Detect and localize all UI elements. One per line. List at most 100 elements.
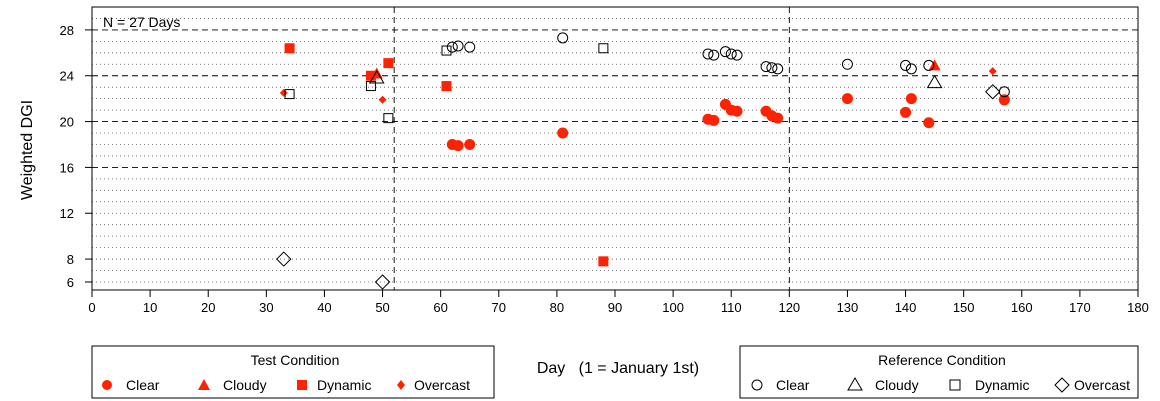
x-tick-label: 140 <box>895 300 917 315</box>
x-tick-label: 50 <box>375 300 389 315</box>
reference-cloudy-point <box>368 70 385 84</box>
reference-dynamic-point <box>365 81 376 92</box>
test-clear-point <box>905 93 917 105</box>
legend-test-overcast-label: Overcast <box>414 377 470 393</box>
y-axis: 6 8 12 16 20 24 28 <box>60 23 92 290</box>
test-overcast-point <box>988 67 997 76</box>
reference-clear-point <box>725 48 737 60</box>
legend-ref-clear-label: Clear <box>776 377 810 393</box>
test-overcast-point <box>279 88 288 97</box>
x-tick-label: 40 <box>317 300 331 315</box>
legend-test-dynamic-marker <box>297 380 307 390</box>
legend-test-cloudy-label: Cloudy <box>223 377 267 393</box>
reference-dynamic-point <box>441 45 452 56</box>
reference-clear-point <box>719 46 731 58</box>
reference-dynamic-point <box>383 113 394 124</box>
reference-clear-point <box>731 49 743 61</box>
x-tick-label: 80 <box>550 300 564 315</box>
legend-ref-dynamic-marker <box>949 379 961 391</box>
legend-test-overcast-marker <box>397 380 405 390</box>
legend-ref-title: Reference Condition <box>878 352 1006 368</box>
y-tick-label: 6 <box>67 275 74 290</box>
x-tick-label: 110 <box>721 300 742 315</box>
reference-dynamic-point <box>284 89 295 100</box>
test-clear-point <box>464 138 476 150</box>
x-tick-label: 120 <box>778 300 800 315</box>
x-tick-label: 0 <box>88 300 95 315</box>
x-tick-label: 20 <box>201 300 215 315</box>
reference-clear-point <box>772 63 784 75</box>
reference-clear-point <box>905 63 917 75</box>
x-tick-label: 70 <box>492 300 506 315</box>
x-tick-label: 30 <box>259 300 273 315</box>
x-tick-label: 100 <box>662 300 684 315</box>
legend-ref-cloudy-marker <box>847 377 863 391</box>
legend-test-box <box>91 345 495 399</box>
test-clear-point <box>772 112 784 124</box>
test-clear-point <box>731 105 743 117</box>
legend-test-clear-marker <box>102 380 112 390</box>
x-tick-label: 130 <box>837 300 859 315</box>
test-clear-point <box>923 117 935 129</box>
x-axis-label: Day (1 = January 1st) <box>537 360 699 377</box>
x-tick-label: 10 <box>143 300 157 315</box>
legend-test-clear-label: Clear <box>126 377 160 393</box>
grid-layer <box>92 6 1138 283</box>
reference-clear-point <box>446 41 458 53</box>
legend-test-condition: Test Condition Clear Cloudy Dynamic Over… <box>91 345 495 399</box>
legend-ref-box <box>739 345 1139 399</box>
y-tick-label: 12 <box>60 206 74 221</box>
reference-overcast-point <box>276 251 292 267</box>
legend-ref-overcast-marker <box>1054 377 1070 393</box>
legend-test-title: Test Condition <box>251 352 340 368</box>
legend-ref-overcast-label: Overcast <box>1074 377 1130 393</box>
legend-test-dynamic-label: Dynamic <box>317 377 371 393</box>
x-tick-label: 150 <box>953 300 975 315</box>
test-dynamic-point <box>383 58 394 69</box>
reference-overcast-point <box>985 84 1001 100</box>
test-clear-point <box>557 127 569 139</box>
data-marks <box>276 32 1010 290</box>
reference-clear-point <box>900 59 912 71</box>
legend-reference-condition: Reference Condition Clear Cloudy Dynamic… <box>739 345 1139 399</box>
legend-ref-clear-marker <box>751 379 763 391</box>
reference-cloudy-point <box>926 74 943 89</box>
x-tick-label: 90 <box>608 300 622 315</box>
test-cloudy-point <box>928 59 941 71</box>
reference-dynamic-point <box>598 43 609 54</box>
reference-clear-point <box>464 41 476 53</box>
legend-ref-dynamic-label: Dynamic <box>975 377 1029 393</box>
test-clear-point <box>998 94 1010 106</box>
reference-clear-point <box>702 48 714 60</box>
reference-clear-point <box>760 61 772 73</box>
test-clear-point <box>708 114 720 126</box>
test-overcast-point <box>378 95 387 104</box>
x-tick-label: 180 <box>1127 300 1149 315</box>
x-tick-label: 60 <box>433 300 447 315</box>
reference-clear-point <box>766 62 778 74</box>
test-clear-point <box>841 93 853 105</box>
test-dynamic-point <box>598 256 609 267</box>
reference-clear-point <box>708 49 720 61</box>
legend-ref-cloudy-label: Cloudy <box>875 377 919 393</box>
y-tick-label: 8 <box>67 252 74 267</box>
y-tick-label: 24 <box>60 69 74 84</box>
x-tick-label: 170 <box>1069 300 1091 315</box>
annotation-n-days: N = 27 Days <box>103 14 180 30</box>
reference-clear-point <box>452 40 464 52</box>
test-dynamic-point <box>441 81 452 92</box>
reference-lines <box>92 7 1138 290</box>
reference-overcast-point <box>374 274 391 290</box>
test-dynamic-point <box>284 43 295 54</box>
y-tick-label: 20 <box>60 115 74 130</box>
x-tick-label: 160 <box>1011 300 1033 315</box>
legend-test-cloudy-marker <box>198 379 210 390</box>
test-clear-point <box>900 106 912 118</box>
y-tick-label: 16 <box>60 160 74 175</box>
reference-clear-point <box>557 32 569 44</box>
test-dynamic-point <box>365 70 376 81</box>
x-axis: 0 10 20 30 40 50 60 70 80 90 100 110 120 130 140 150 160… <box>88 290 1149 315</box>
y-tick-label: 28 <box>60 23 74 38</box>
reference-clear-point <box>841 58 853 70</box>
